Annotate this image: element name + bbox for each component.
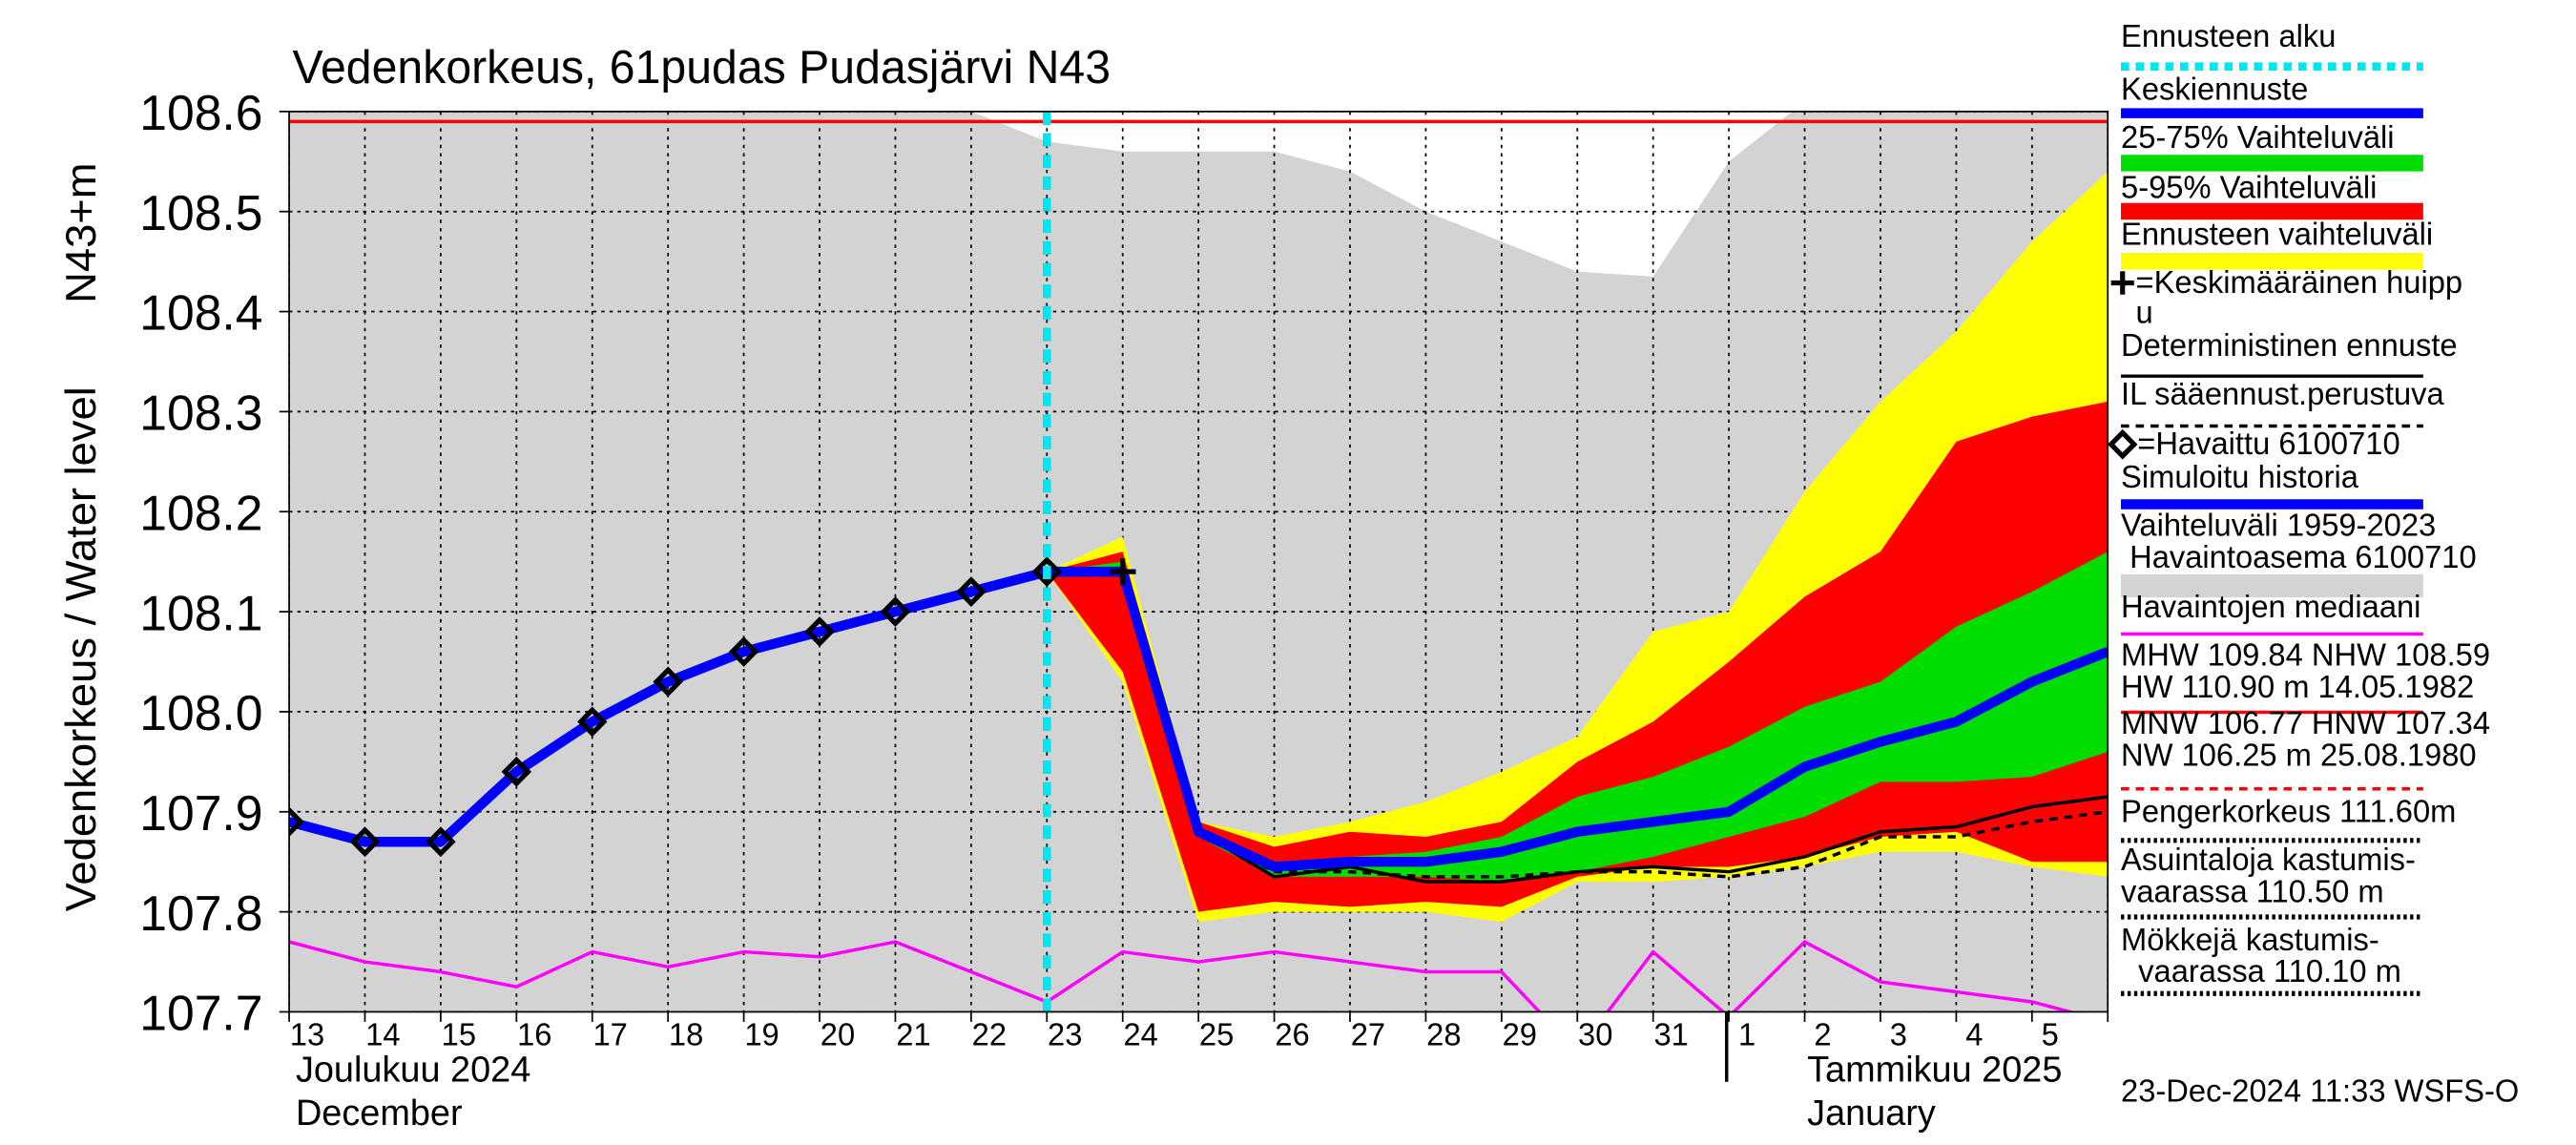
observed-point bbox=[577, 706, 608, 738]
x-tick-label: 3 bbox=[1890, 1016, 1907, 1051]
chart-title: Vedenkorkeus, 61pudas Pudasjärvi N43 bbox=[293, 42, 1111, 94]
observed-point bbox=[653, 666, 683, 697]
series-line bbox=[289, 940, 2077, 1012]
month-label-en: December bbox=[296, 1093, 463, 1134]
legend-label: Asuintaloja kastumis- bbox=[2121, 842, 2416, 877]
legend-label: Havaintoasema 6100710 bbox=[2121, 539, 2477, 574]
legend-label: Vaihteluväli 1959-2023 bbox=[2121, 507, 2436, 542]
y-tick-label: 108.1 bbox=[139, 586, 262, 641]
x-tick-label: 29 bbox=[1503, 1016, 1537, 1051]
legend-label: 5-95% Vaihteluväli bbox=[2121, 169, 2377, 204]
legend-label: vaarassa 110.50 m bbox=[2121, 873, 2384, 908]
legend-label: Ennusteen vaihteluväli bbox=[2121, 216, 2433, 251]
y-tick-label: 108.6 bbox=[139, 86, 262, 141]
legend-label: Keskiennuste bbox=[2121, 71, 2308, 106]
range-band bbox=[1047, 552, 2109, 883]
x-tick-label: 5 bbox=[2042, 1016, 2059, 1051]
observed-point bbox=[880, 596, 911, 627]
x-tick-label: 20 bbox=[821, 1016, 855, 1051]
x-tick-label: 17 bbox=[593, 1016, 628, 1051]
y-unit-label: N43+m bbox=[56, 162, 105, 302]
legend-label: IL sääennust.perustuva bbox=[2121, 376, 2444, 411]
legend-label: Deterministinen ennuste bbox=[2121, 327, 2458, 363]
y-tick-label: 108.5 bbox=[139, 186, 262, 241]
x-tick-label: 21 bbox=[896, 1016, 930, 1051]
x-tick-label: 24 bbox=[1123, 1016, 1157, 1051]
y-tick-label: 108.3 bbox=[139, 385, 262, 441]
y-axis-label: Vedenkorkeus / Water level bbox=[56, 386, 105, 911]
x-tick-label: 13 bbox=[290, 1016, 324, 1051]
legend-label: MNW 106.77 HNW 107.34 bbox=[2121, 705, 2490, 740]
x-tick-label: 30 bbox=[1578, 1016, 1612, 1051]
x-tick-label: 28 bbox=[1426, 1016, 1461, 1051]
x-tick-label: 1 bbox=[1738, 1016, 1755, 1051]
x-tick-label: 15 bbox=[442, 1016, 476, 1051]
y-tick-label: 107.9 bbox=[139, 786, 262, 842]
observed-point bbox=[728, 636, 759, 667]
x-tick-label: 23 bbox=[1048, 1016, 1082, 1051]
legend-label: Ennusteen alku bbox=[2121, 18, 2336, 53]
x-tick-label: 25 bbox=[1199, 1016, 1234, 1051]
observed-point bbox=[956, 576, 987, 608]
legend-label: HW 110.90 m 14.05.1982 bbox=[2121, 669, 2474, 704]
legend-label: vaarassa 110.10 m bbox=[2121, 953, 2401, 989]
y-tick-label: 108.2 bbox=[139, 486, 262, 541]
month-label-en: January bbox=[1807, 1093, 1936, 1134]
observed-point bbox=[426, 826, 456, 858]
x-tick-label: 14 bbox=[365, 1016, 400, 1051]
legend-label: NW 106.25 m 25.08.1980 bbox=[2121, 737, 2477, 772]
y-tick-label: 107.8 bbox=[139, 886, 262, 942]
legend-label: =Keskimääräinen huipp bbox=[2136, 264, 2463, 300]
x-tick-label: 31 bbox=[1653, 1016, 1688, 1051]
y-tick-label: 108.4 bbox=[139, 285, 262, 341]
x-tick-label: 16 bbox=[517, 1016, 551, 1051]
observed-point bbox=[289, 806, 304, 838]
legend-symbol bbox=[2108, 428, 2138, 460]
legend: Ennusteen alku Keskiennuste 25-75% Vaihtel… bbox=[2108, 18, 2490, 996]
observed-point bbox=[1031, 556, 1063, 588]
legend-label: 25-75% Vaihteluväli bbox=[2121, 119, 2395, 155]
observed-point bbox=[804, 616, 835, 647]
x-tick-label: 2 bbox=[1814, 1016, 1831, 1051]
legend-label: Pengerkorkeus 111.60m bbox=[2121, 793, 2456, 828]
series-line bbox=[289, 566, 2109, 872]
timestamp: 23-Dec-2024 11:33 WSFS-O bbox=[2121, 1072, 2519, 1108]
legend-label: MHW 109.84 NHW 108.59 bbox=[2121, 636, 2490, 672]
legend-label: =Havaittu 6100710 bbox=[2137, 426, 2399, 461]
y-tick-label: 108.0 bbox=[139, 686, 262, 741]
x-tick-label: 18 bbox=[669, 1016, 703, 1051]
y-tick-label: 107.7 bbox=[139, 986, 262, 1041]
legend-label: Havaintojen mediaani bbox=[2121, 589, 2420, 624]
x-tick-label: 4 bbox=[1965, 1016, 1983, 1051]
legend-symbol bbox=[2110, 271, 2134, 295]
legend-label: u bbox=[2136, 294, 2153, 329]
x-tick-label: 26 bbox=[1275, 1016, 1309, 1051]
observed-point bbox=[501, 756, 532, 787]
x-tick-label: 19 bbox=[744, 1016, 779, 1051]
x-tick-label: 22 bbox=[972, 1016, 1007, 1051]
month-label: Joulukuu 2024 bbox=[296, 1050, 530, 1091]
x-tick-label: 27 bbox=[1351, 1016, 1385, 1051]
mean-peak bbox=[1109, 558, 1136, 586]
axes: 107.7 107.8 107.9 108.0 108.1 108.2 108.3 108.4… bbox=[139, 86, 2109, 1051]
observed-point bbox=[349, 826, 381, 858]
legend-label: Simuloitu historia bbox=[2121, 459, 2359, 494]
month-label: Tammikuu 2025 bbox=[1807, 1050, 2062, 1091]
legend-label: Mökkejä kastumis- bbox=[2121, 922, 2379, 957]
plot-area bbox=[289, 111, 2109, 1012]
